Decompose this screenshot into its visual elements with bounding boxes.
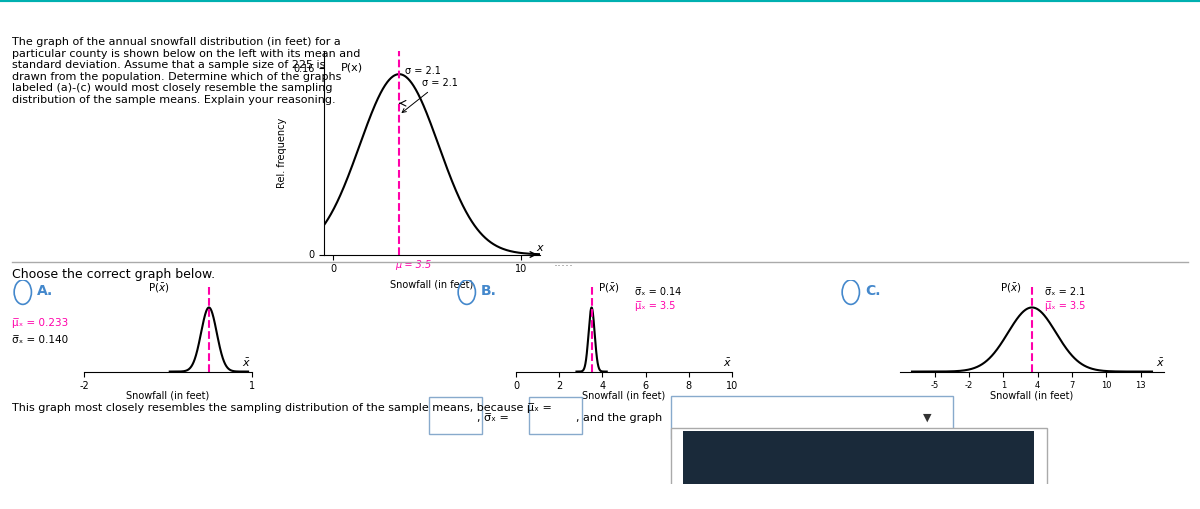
Text: , and the graph: , and the graph [576,413,662,422]
X-axis label: Snowfall (in feet): Snowfall (in feet) [390,280,474,290]
Text: x: x [536,243,542,253]
Text: , σ̅ₓ =: , σ̅ₓ = [476,413,509,422]
Text: σ̅ₓ = 0.14: σ̅ₓ = 0.14 [635,288,682,297]
Text: A.: A. [37,284,54,298]
FancyBboxPatch shape [671,428,1046,509]
Text: This graph most closely resembles the sampling distribution of the sample means,: This graph most closely resembles the sa… [12,403,552,413]
Y-axis label: Rel. frequency: Rel. frequency [277,118,287,188]
Text: $\bar{x}$: $\bar{x}$ [1156,357,1165,369]
Text: μ̅ₓ = 0.233: μ̅ₓ = 0.233 [12,318,68,328]
Text: ▼: ▼ [923,413,931,422]
X-axis label: Snowfall (in feet): Snowfall (in feet) [990,390,1074,401]
Text: B.: B. [481,284,497,298]
FancyBboxPatch shape [430,398,482,434]
Text: P($\bar{x}$): P($\bar{x}$) [1001,282,1022,295]
Text: σ = 2.1: σ = 2.1 [402,78,457,112]
Text: P(x): P(x) [341,63,364,73]
Text: μ = 3.5: μ = 3.5 [395,261,432,270]
Text: P($\bar{x}$): P($\bar{x}$) [148,282,169,295]
Text: μ̅ₓ = 3.5: μ̅ₓ = 3.5 [1045,301,1086,312]
Text: .....: ..... [554,256,574,269]
Text: $\bar{x}$: $\bar{x}$ [724,357,732,369]
X-axis label: Snowfall (in feet): Snowfall (in feet) [126,390,210,401]
X-axis label: Snowfall (in feet): Snowfall (in feet) [582,390,666,401]
FancyBboxPatch shape [529,398,582,434]
Text: σ̅ₓ = 2.1: σ̅ₓ = 2.1 [1045,288,1086,297]
Text: $\bar{x}$: $\bar{x}$ [242,357,251,369]
Text: C.: C. [865,284,881,298]
Text: σ̅ₓ = 0.140: σ̅ₓ = 0.140 [12,335,68,345]
FancyBboxPatch shape [671,395,953,439]
FancyBboxPatch shape [684,431,1034,497]
Text: P($\bar{x}$): P($\bar{x}$) [598,282,619,295]
Text: Choose the correct graph below.: Choose the correct graph below. [12,268,215,281]
Text: σ = 2.1: σ = 2.1 [404,66,440,76]
Text: μ̅ₓ = 3.5: μ̅ₓ = 3.5 [635,301,676,312]
Text: The graph of the annual snowfall distribution (in feet) for a
particular county : The graph of the annual snowfall distrib… [12,37,360,105]
